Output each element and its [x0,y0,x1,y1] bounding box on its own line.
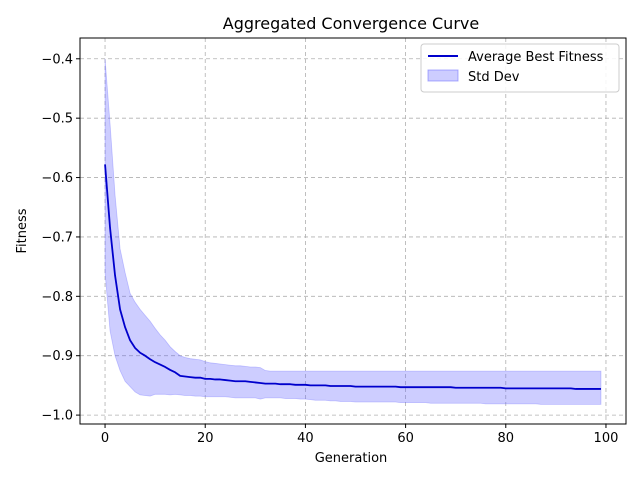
y-tick-label: −0.4 [41,52,73,67]
std-dev-band [104,58,602,405]
std-band-layer [104,58,602,405]
x-tick-label: 80 [498,431,515,446]
average-best-fitness-line [104,164,601,390]
x-axis: 0 20 40 60 80 100 [101,424,618,446]
x-axis-title: Generation [315,451,388,466]
legend-label-average: Average Best Fitness [468,50,604,65]
y-tick-label: −0.6 [41,171,73,186]
y-tick-label: −0.7 [41,230,73,245]
x-tick-label: 40 [297,431,314,446]
legend-box [420,43,620,93]
series-layer [104,164,601,390]
legend: Average Best Fitness Std Dev [420,43,620,93]
x-tick-label: 0 [101,431,109,446]
legend-band-swatch [427,69,459,82]
grid [80,38,626,424]
x-tick-label: 60 [397,431,414,446]
y-axis-title: Fitness [15,208,30,253]
chart-title: Aggregated Convergence Curve [223,14,479,33]
legend-label-std: Std Dev [468,70,520,85]
y-tick-label: −1.0 [41,409,73,424]
y-tick-label: −0.8 [41,290,73,305]
y-tick-label: −0.9 [41,349,73,364]
y-axis: −1.0 −0.9 −0.8 −0.7 −0.6 −0.5 −0.4 [41,52,80,424]
x-tick-label: 100 [594,431,619,446]
y-tick-label: −0.5 [41,112,73,127]
plot-frame [79,37,627,425]
x-tick-label: 20 [197,431,214,446]
